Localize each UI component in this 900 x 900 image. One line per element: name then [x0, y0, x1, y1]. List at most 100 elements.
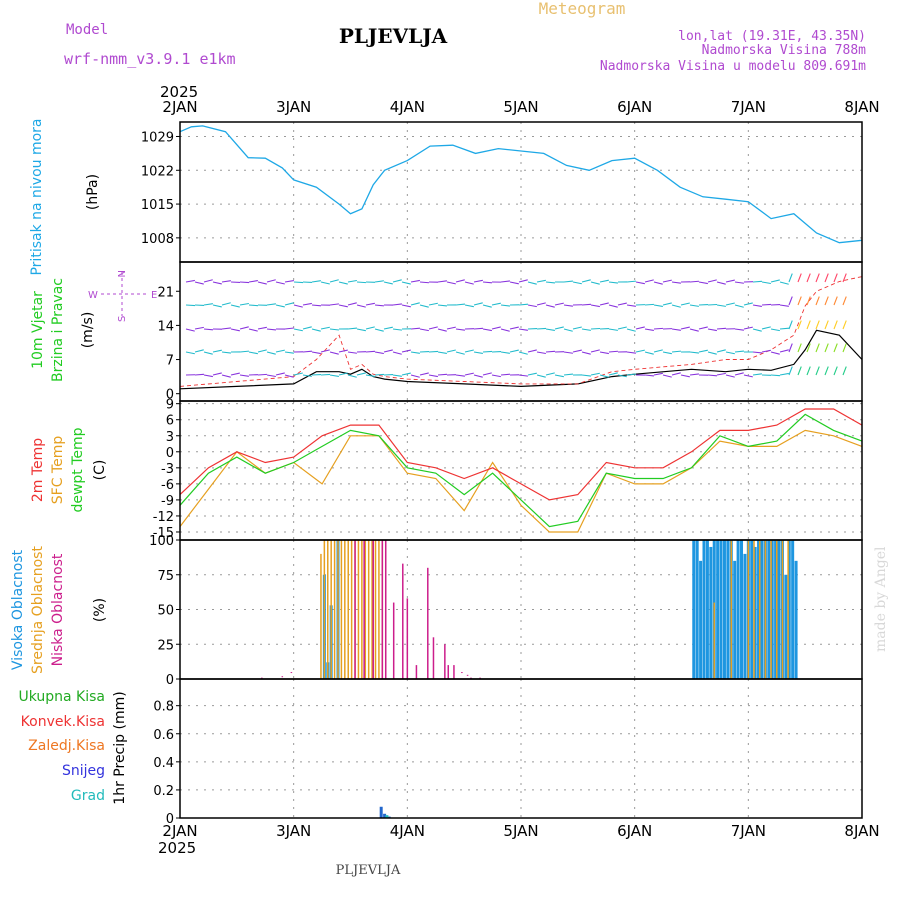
- precip-label-total: Ukupna Kisa: [18, 689, 105, 705]
- temp-unit: (C): [92, 460, 108, 481]
- panel-frame-pressure: [179, 121, 863, 263]
- wind-arrow: [356, 372, 366, 376]
- wind-arrow: [824, 273, 829, 283]
- low-cloud-bar: [363, 540, 365, 679]
- wind-arrow: [806, 343, 811, 353]
- wind-arrow: [428, 374, 438, 378]
- wind-arrow: [194, 349, 204, 353]
- bottom-day-label: 7JAN: [731, 822, 766, 840]
- wind-arrow: [293, 328, 303, 332]
- wind-arrow: [428, 302, 438, 306]
- low-cloud-bar: [384, 540, 387, 679]
- bottom-year: 2025: [158, 839, 196, 857]
- wind-arrow: [644, 351, 654, 355]
- wind-arrow: [779, 304, 789, 307]
- wind-arrow: [743, 374, 753, 378]
- wind-arrow: [455, 303, 466, 306]
- wind-arrow: [437, 351, 447, 354]
- grid: [180, 122, 862, 819]
- wind-arrow: [635, 326, 645, 330]
- wind-arrow: [599, 351, 609, 355]
- wind-arrow: [761, 349, 771, 353]
- wind-arrow: [500, 328, 510, 332]
- wind-arrow: [761, 281, 771, 285]
- low-cloud-bar: [290, 672, 293, 674]
- wind-arrow: [545, 304, 555, 308]
- hail-bar: [385, 815, 389, 818]
- high-cloud-bar: [743, 553, 747, 679]
- chart-marks: [179, 125, 863, 818]
- wind-arrow: [257, 349, 267, 353]
- wind-arrow: [842, 320, 847, 330]
- wind-arrow: [761, 303, 772, 306]
- wind-arrow: [590, 327, 601, 330]
- wind-arrow: [419, 281, 430, 284]
- wind-unit: (m/s): [80, 312, 96, 349]
- wind-arrow: [716, 327, 727, 330]
- wind-arrow: [824, 320, 829, 330]
- wind-arrow: [671, 304, 681, 308]
- mid-cloud-bar: [323, 540, 326, 679]
- low-cloud-bar: [470, 677, 472, 679]
- wind-arrow: [284, 280, 294, 283]
- low-cloud-bar: [372, 540, 374, 679]
- mid-cloud-bar: [333, 540, 336, 679]
- wind-arrow: [203, 303, 213, 306]
- wind-arrow: [554, 326, 564, 330]
- high-cloud-bar: [753, 546, 757, 679]
- wind-arrow: [527, 349, 537, 353]
- wind-arrow: [239, 350, 250, 353]
- wind-arrow: [302, 302, 312, 306]
- wind-arrow: [275, 304, 285, 308]
- wind-arrow: [662, 302, 672, 306]
- wind-arrow: [563, 373, 574, 376]
- wind-arrow: [608, 372, 618, 376]
- wind-arrow: [473, 374, 483, 378]
- wind-arrow: [320, 349, 330, 353]
- wind-arrow: [518, 279, 528, 283]
- wind-arrow: [608, 328, 618, 331]
- wind-arrow: [365, 350, 376, 353]
- wind-arrow: [329, 279, 339, 283]
- mid-cloud-bar: [347, 540, 349, 679]
- wind-arrow: [752, 304, 762, 307]
- wind-arrow: [410, 327, 421, 330]
- wind-arrow: [617, 326, 627, 330]
- wind-arrow: [518, 374, 528, 377]
- wind-arrow: [329, 303, 339, 306]
- low-cloud-bar: [453, 665, 455, 679]
- wind-arrow: [806, 320, 811, 330]
- wind-arrow: [284, 327, 295, 330]
- wind-arrow: [545, 281, 556, 284]
- wind-arrow: [275, 372, 285, 376]
- wind-arrow: [842, 296, 847, 306]
- wind-arrow: [320, 326, 330, 330]
- wind-arrow: [770, 279, 780, 283]
- wind-arrow: [500, 351, 510, 354]
- wind-arrow: [545, 372, 555, 376]
- wind-arrow: [536, 302, 546, 306]
- wind-arrow: [185, 279, 195, 283]
- wind-arrow: [410, 279, 420, 283]
- panel-frame-temperature: [179, 400, 863, 541]
- y-tick-label: 9: [166, 398, 174, 413]
- mid-cloud-bar: [367, 540, 370, 679]
- wind-arrow: [842, 343, 847, 353]
- y-tick-label: 50: [157, 604, 174, 619]
- wind-arrow: [527, 281, 537, 285]
- wind-arrow: [239, 302, 249, 306]
- wind-arrow: [536, 351, 546, 355]
- wind-arrow: [329, 374, 339, 377]
- low-cloud-bar: [479, 677, 481, 679]
- wind-arrow: [671, 372, 681, 376]
- wind-arrow: [716, 281, 726, 285]
- wind-arrow: [752, 373, 762, 376]
- compass-w: W: [88, 290, 98, 301]
- wind-arrow: [788, 273, 793, 283]
- wind-arrow: [725, 351, 735, 355]
- wind-arrow: [581, 303, 592, 306]
- wind-arrow: [509, 349, 519, 353]
- pressure-unit: (hPa): [85, 174, 101, 210]
- wind-arrow: [320, 281, 330, 285]
- mid-cloud-bar: [364, 540, 367, 679]
